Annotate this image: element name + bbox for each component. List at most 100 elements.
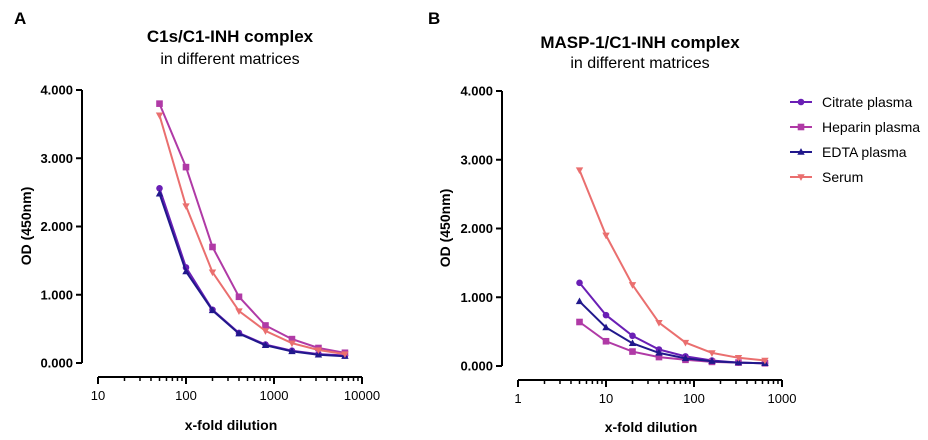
panel-a-point-edta-plasma	[314, 350, 323, 358]
panel-a-x-tick-label: 100	[175, 388, 197, 403]
panel-b-line-edta-plasma	[578, 300, 765, 365]
legend-marker-citrate-plasma	[790, 98, 812, 106]
panel-a-series-serum	[155, 112, 349, 359]
panel-b-y-tick-label: 1.000	[460, 290, 493, 305]
panel-b-point-edta-plasma	[708, 357, 716, 364]
panel-b-point-edta-plasma	[655, 349, 663, 356]
panel-a-point-serum	[208, 269, 217, 277]
panel-a-x-axis-label: x-fold dilution	[185, 417, 278, 433]
panel-a-title: C1s/C1-INH complex	[147, 27, 314, 46]
panel-b-point-edta-plasma	[734, 358, 743, 366]
legend-label-citrate-plasma: Citrate plasma	[822, 94, 912, 110]
panel-b-point-serum	[734, 355, 743, 362]
panel-b-point-serum	[761, 357, 769, 365]
panel-a-point-serum	[341, 351, 349, 359]
legend-symbol-serum	[797, 174, 805, 181]
legend-symbol-heparin-plasma	[797, 123, 805, 131]
panel-a-point-edta-plasma	[288, 347, 296, 355]
panel-a-point-serum	[182, 203, 190, 210]
panel-b-y-tick-label: 3.000	[460, 152, 493, 167]
panel-a-point-heparin-plasma	[235, 293, 243, 301]
panel-a-point-edta-plasma	[261, 341, 270, 348]
panel-a-point-heparin-plasma	[209, 243, 216, 251]
panel-a-y-tick-label: 0.000	[40, 356, 73, 371]
panel-a-x-tick-label: 10	[91, 388, 105, 403]
legend-symbol-edta-plasma	[797, 148, 805, 155]
panel-a-series-heparin-plasma	[156, 100, 349, 357]
panel-a-y-tick-label: 3.000	[40, 151, 73, 166]
legend-marker-edta-plasma	[790, 148, 812, 155]
panel-b-x-tick-label: 100	[683, 391, 705, 406]
panel-a-x-tick-label: 10000	[344, 388, 380, 403]
panel-a-point-serum	[314, 347, 323, 354]
panel-b-point-serum	[575, 167, 584, 174]
legend-label-serum: Serum	[822, 169, 863, 185]
legend-item-serum: Serum	[790, 169, 863, 185]
panel-b-plot: 0.000 1.000 2.000 3.000 4.000 1 10 100 1000	[460, 84, 796, 407]
panel-b-x-tick-label: 1000	[768, 391, 797, 406]
panel-b-point-edta-plasma	[602, 323, 610, 331]
panel-a-point-serum	[261, 328, 270, 335]
panel-b-series-citrate-plasma	[576, 279, 769, 367]
panel-b-point-serum	[708, 350, 716, 357]
panel-letter-b: B	[428, 9, 440, 28]
panel-b-y-tick-label: 2.000	[460, 221, 493, 236]
panel-a-subtitle: in different matrices	[160, 51, 299, 68]
panel-b-y-tick-label: 0.000	[460, 359, 493, 374]
panel-b-x-axis-label: x-fold dilution	[605, 419, 698, 435]
panel-a-point-edta-plasma	[208, 306, 217, 314]
panel-a-point-serum	[235, 308, 243, 316]
panel-b-point-heparin-plasma	[602, 337, 610, 345]
panel-a: A C1s/C1-INH complex in different matric…	[14, 9, 380, 433]
panel-a-point-citrate-plasma	[156, 184, 163, 192]
panel-b-point-citrate-plasma	[629, 332, 636, 340]
panel-a-y-axis-label: OD (450nm)	[18, 187, 34, 266]
panel-b-point-edta-plasma	[628, 339, 637, 347]
panel-b-point-heparin-plasma	[655, 353, 663, 361]
panel-a-point-edta-plasma	[182, 267, 190, 275]
panel-a-point-heparin-plasma	[262, 322, 269, 329]
panel-b-point-serum	[628, 282, 637, 289]
panel-a-x-tick-label: 1000	[260, 388, 289, 403]
legend-marker-serum	[790, 174, 812, 181]
panel-a-point-heparin-plasma	[288, 335, 296, 343]
panel-b-point-heparin-plasma	[629, 348, 636, 355]
legend-item-edta-plasma: EDTA plasma	[790, 144, 907, 160]
panel-a-series-edta-plasma	[155, 189, 349, 359]
panel-a-y-tick-label: 4.000	[40, 83, 73, 98]
panel-b-x-tick-label: 1	[514, 391, 521, 406]
panel-b-point-serum	[681, 339, 690, 347]
panel-b-x-tick-label: 10	[599, 391, 613, 406]
panel-b-point-citrate-plasma	[576, 279, 583, 287]
panel-a-y-tick-label: 1.000	[40, 287, 73, 302]
panel-a-line-serum	[158, 115, 346, 356]
panel-b-point-heparin-plasma	[576, 318, 583, 326]
panel-a-plot: 0.000 1.000 2.000 3.000 4.000 10 100 1000 10000	[40, 83, 380, 404]
panel-b-point-citrate-plasma	[602, 311, 610, 319]
panel-a-line-edta-plasma	[158, 193, 345, 358]
panel-b-y-axis-label: OD (450nm)	[437, 189, 453, 268]
panel-a-point-edta-plasma	[235, 329, 243, 337]
panel-a-line-heparin-plasma	[158, 103, 346, 354]
panel-a-y-tick-label: 2.000	[40, 219, 73, 234]
legend: Citrate plasma Heparin plasma EDTA plasm…	[790, 94, 920, 185]
panel-a-point-heparin-plasma	[182, 163, 190, 171]
legend-marker-heparin-plasma	[790, 123, 812, 131]
panel-b-series-serum	[575, 167, 769, 365]
panel-a-point-heparin-plasma	[156, 100, 163, 107]
panel-b-point-edta-plasma	[575, 297, 584, 305]
panel-b-point-edta-plasma	[681, 354, 690, 362]
legend-symbol-citrate-plasma	[797, 98, 805, 106]
panel-b-line-citrate-plasma	[578, 282, 765, 365]
panel-b-y-tick-label: 4.000	[460, 84, 493, 99]
legend-label-edta-plasma: EDTA plasma	[822, 144, 907, 160]
legend-item-citrate-plasma: Citrate plasma	[790, 94, 912, 110]
panel-a-point-serum	[288, 340, 296, 348]
legend-label-heparin-plasma: Heparin plasma	[822, 119, 920, 135]
panel-a-point-edta-plasma	[155, 189, 164, 197]
panel-b-title: MASP-1/C1-INH complex	[540, 33, 740, 52]
legend-item-heparin-plasma: Heparin plasma	[790, 119, 920, 135]
panel-letter-a: A	[14, 9, 26, 28]
